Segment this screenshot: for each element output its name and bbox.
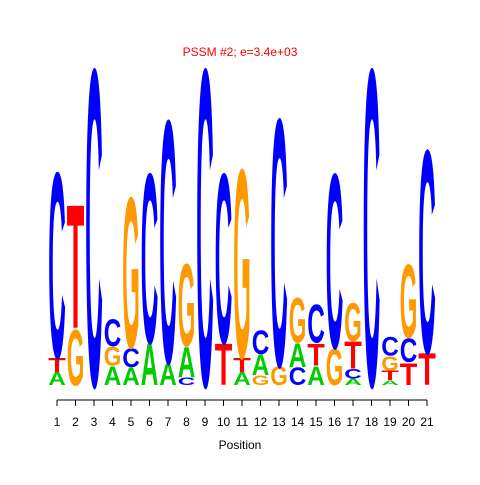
logo-letter: G: [178, 240, 196, 372]
logo-letter: C: [159, 49, 177, 437]
logo-letter: C: [418, 89, 436, 415]
x-tick-label: 1: [54, 415, 61, 429]
logo-letter: C: [85, 0, 103, 480]
x-tick-label: 15: [309, 415, 323, 429]
logo-letter: T: [67, 167, 85, 365]
logo-letter: G: [400, 245, 418, 361]
x-tick-label: 4: [109, 415, 116, 429]
logo-letter: T: [381, 368, 399, 383]
x-tick-label: 3: [91, 415, 98, 429]
logo-letter: G: [233, 112, 251, 415]
logo-letter: T: [215, 332, 233, 398]
logo-letter: G: [289, 287, 307, 358]
logo-letter: C: [48, 116, 66, 413]
logo-letter: A: [252, 349, 270, 382]
logo-letter: A: [307, 362, 325, 392]
x-tick-label: 11: [236, 415, 249, 429]
x-tick-label: 20: [402, 415, 416, 429]
logo-letter: C: [196, 0, 214, 480]
logo-letter: T: [344, 335, 362, 378]
logo-letter: T: [48, 354, 66, 377]
logo-letter: T: [418, 346, 436, 396]
x-tick-label: 21: [420, 415, 434, 429]
logo-letter: G: [381, 352, 399, 375]
logo-letter: C: [178, 375, 196, 388]
x-tick-label: 6: [146, 415, 153, 429]
logo-letter: C: [289, 364, 307, 391]
x-tick-label: 18: [365, 415, 379, 429]
logo-letter: C: [215, 123, 233, 395]
logo-letter: A: [159, 356, 177, 392]
chart-title: PSSM #2; e=3.4e+03: [183, 45, 298, 59]
logo-letter: G: [104, 341, 122, 371]
logo-letter: T: [400, 358, 418, 393]
x-axis-label: Position: [219, 438, 262, 452]
x-tick-label: 17: [346, 415, 360, 429]
logo-letter: G: [344, 291, 362, 352]
logo-letter: G: [270, 361, 288, 391]
logo-letter: C: [344, 367, 362, 382]
logo-letter: G: [326, 338, 344, 396]
x-tick-label: 13: [272, 415, 286, 429]
logo-letter: A: [178, 339, 196, 387]
logo-letter: C: [400, 332, 418, 370]
x-tick-label: 16: [328, 415, 342, 429]
logo-letter: A: [344, 377, 362, 387]
x-tick-label: 19: [383, 415, 397, 429]
x-tick-label: 7: [165, 415, 172, 429]
logo-letter: G: [122, 152, 140, 394]
logo-letter: C: [252, 324, 270, 362]
logo-letter: C: [381, 332, 399, 362]
logo-letter: A: [104, 362, 122, 392]
x-tick-label: 2: [72, 415, 79, 429]
logo-letter: C: [326, 121, 344, 401]
logo-letter: A: [141, 331, 159, 398]
x-tick-label: 10: [217, 415, 231, 429]
x-tick-label: 8: [183, 415, 190, 429]
logo-letter: A: [289, 337, 307, 375]
logo-letter: A: [48, 369, 66, 389]
logo-letter: C: [270, 47, 288, 442]
x-tick-label: 9: [202, 415, 209, 429]
logo-letter: C: [104, 311, 122, 354]
logo-letter: A: [122, 364, 140, 391]
logo-letter: A: [233, 369, 251, 389]
logo-letter: C: [363, 0, 381, 480]
logo-letter: C: [122, 344, 140, 374]
logo-letter: A: [381, 379, 399, 387]
x-tick-label: 14: [291, 415, 305, 429]
logo-letter: T: [307, 338, 325, 373]
logo-letter: G: [252, 373, 270, 388]
logo-letter: C: [307, 293, 325, 354]
x-tick-label: 12: [254, 415, 268, 429]
logo-letter: T: [233, 354, 251, 377]
logo-letter: C: [141, 123, 159, 395]
x-tick-label: 5: [128, 415, 135, 429]
logo-letter: G: [67, 314, 85, 402]
